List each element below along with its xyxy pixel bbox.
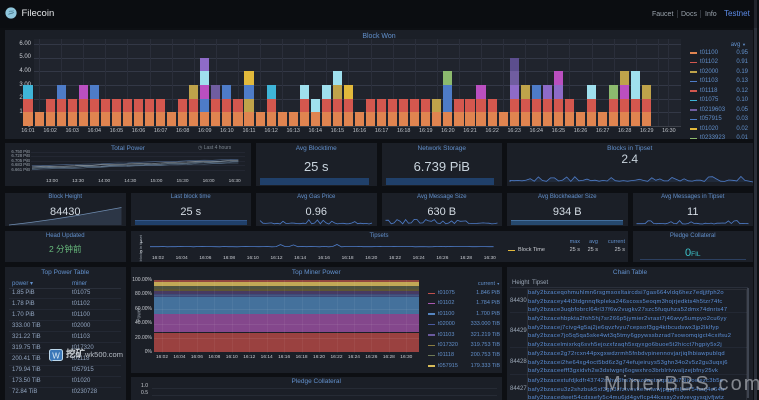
svg-text:W: W bbox=[52, 352, 60, 361]
